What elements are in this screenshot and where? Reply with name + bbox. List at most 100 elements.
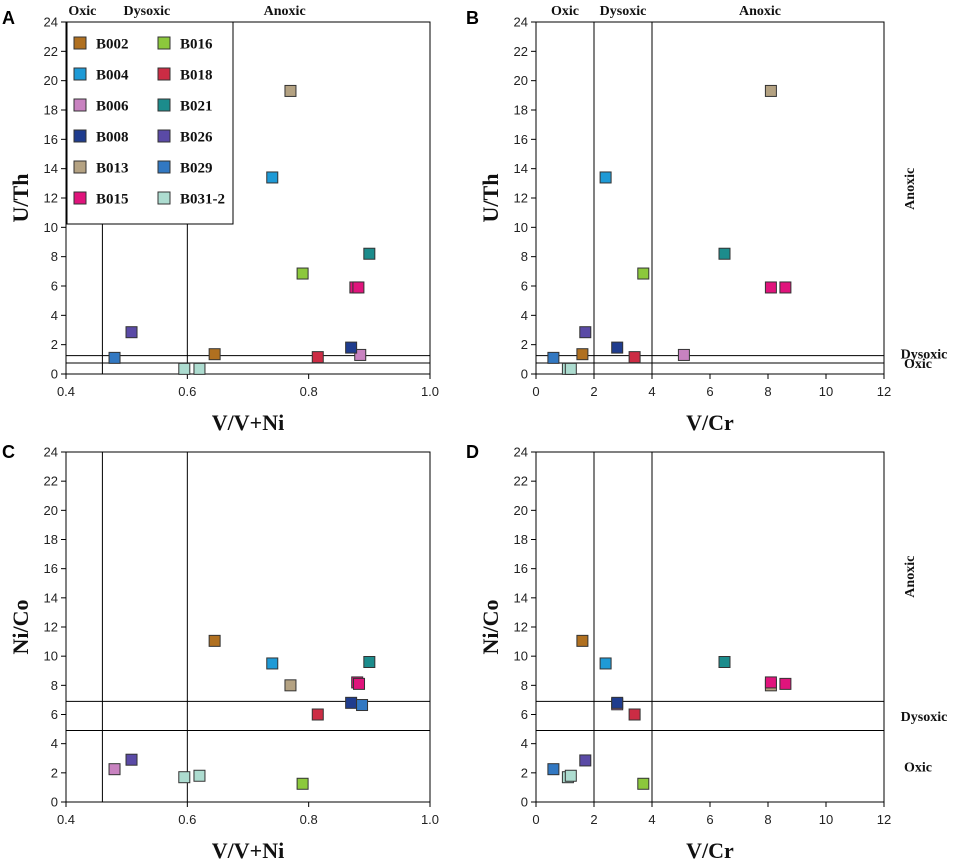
y-tick-label: 12	[44, 620, 58, 635]
point-b016	[296, 777, 309, 790]
point-b031-2	[564, 769, 577, 782]
point-b008	[611, 696, 624, 709]
y-tick-label: 8	[51, 678, 58, 693]
y-tick-label: 0	[521, 367, 528, 382]
x-tick-label: 6	[706, 812, 713, 827]
point-b002	[208, 634, 221, 647]
x-tick-label: 10	[819, 384, 833, 399]
y-tick-label: 24	[44, 15, 58, 30]
plot-frame-b	[535, 21, 885, 375]
y-tick-label: 20	[514, 503, 528, 518]
x-axis-label: V/Cr	[686, 838, 734, 862]
side-label-dysoxic: Dysoxic	[901, 348, 948, 363]
zone-label-oxic: Oxic	[551, 4, 579, 19]
x-tick-label: 0.4	[57, 384, 75, 399]
y-tick-label: 4	[51, 736, 58, 751]
y-tick-label: 16	[514, 561, 528, 576]
point-b008	[611, 341, 624, 354]
y-tick-label: 20	[514, 73, 528, 88]
legend-label-b026: B026	[180, 130, 213, 146]
point-b015	[764, 281, 777, 294]
point-b013	[764, 84, 777, 97]
y-axis-label: Ni/Co	[8, 600, 33, 655]
x-axis-label: V/V+Ni	[212, 838, 284, 862]
x-tick-label: 0	[532, 384, 539, 399]
x-tick-label: 0.8	[300, 812, 318, 827]
y-tick-label: 2	[521, 765, 528, 780]
point-b006	[108, 763, 121, 776]
y-tick-label: 2	[51, 337, 58, 352]
y-axis-label: Ni/Co	[478, 600, 503, 655]
y-tick-label: 12	[514, 191, 528, 206]
point-b002	[576, 634, 589, 647]
legend-swatch-b013	[73, 160, 87, 174]
legend: B002 B004 B006 B008 B013 B015 B016 B018 B021 B026…	[66, 21, 234, 225]
point-b018	[628, 351, 641, 364]
legend-label-b006: B006	[96, 99, 129, 115]
y-tick-label: 10	[514, 220, 528, 235]
x-tick-label: 12	[877, 812, 891, 827]
point-b008	[345, 696, 358, 709]
y-tick-label: 16	[514, 132, 528, 147]
legend-label-b021: B021	[180, 99, 213, 115]
legend-swatch-b029	[157, 160, 171, 174]
y-tick-label: 14	[514, 590, 528, 605]
legend-swatch-b008	[73, 129, 87, 143]
point-b031-2	[178, 362, 191, 375]
point-b015	[764, 676, 777, 689]
point-b013	[284, 679, 297, 692]
y-tick-label: 4	[521, 308, 528, 323]
point-b031-2	[564, 362, 577, 375]
point-b015	[352, 281, 365, 294]
y-tick-label: 18	[514, 103, 528, 118]
point-b008	[345, 341, 358, 354]
point-b006	[354, 348, 367, 361]
y-tick-label: 8	[521, 678, 528, 693]
point-b004	[599, 657, 612, 670]
panel-letter-d: D	[466, 442, 479, 462]
x-axis-label: V/Cr	[686, 410, 734, 435]
x-axis-label: V/V+Ni	[212, 410, 284, 435]
plot-frame-d	[535, 451, 885, 803]
legend-label-b031-2: B031-2	[180, 192, 225, 208]
zone-label-oxic: Oxic	[68, 4, 96, 19]
zone-label-anoxic: Anoxic	[739, 4, 781, 19]
x-tick-label: 8	[764, 812, 771, 827]
y-tick-label: 0	[521, 795, 528, 810]
side-label-oxic: Oxic	[904, 357, 932, 372]
legend-label-b008: B008	[96, 130, 129, 146]
y-tick-label: 24	[514, 445, 528, 460]
panel-letter-b: B	[466, 8, 479, 28]
y-tick-label: 12	[514, 620, 528, 635]
legend-swatch-b016	[157, 36, 171, 50]
point-b021	[718, 656, 731, 668]
y-tick-label: 8	[51, 249, 58, 264]
x-tick-label: 4	[648, 384, 655, 399]
legend-swatch-b015	[73, 191, 87, 205]
point-b026	[579, 754, 592, 767]
point-b026	[125, 326, 138, 339]
point-b016	[637, 267, 650, 280]
y-tick-label: 24	[44, 445, 58, 460]
point-b015	[353, 677, 366, 690]
y-tick-label: 6	[521, 707, 528, 722]
y-tick-label: 10	[44, 220, 58, 235]
x-tick-label: 12	[877, 384, 891, 399]
point-b004	[599, 171, 612, 184]
y-tick-label: 22	[514, 474, 528, 489]
zone-label-anoxic: Anoxic	[264, 4, 306, 19]
y-tick-label: 12	[44, 191, 58, 206]
point-b031-2	[178, 771, 191, 784]
point-b015	[779, 281, 792, 294]
point-b029	[108, 351, 121, 364]
point-b013	[284, 84, 297, 97]
y-tick-label: 2	[51, 765, 58, 780]
x-tick-label: 8	[764, 384, 771, 399]
legend-swatch-b004	[73, 67, 87, 81]
y-tick-label: 24	[514, 15, 528, 30]
